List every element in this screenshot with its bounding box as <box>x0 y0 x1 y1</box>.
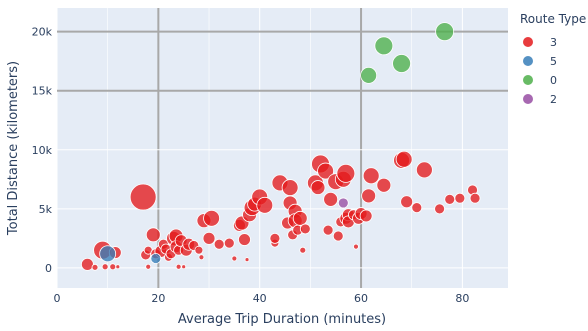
data-point-route-3 <box>310 180 326 195</box>
legend-marker <box>523 37 533 47</box>
x-tick-label: 60 <box>354 292 368 305</box>
x-tick-label: 80 <box>455 292 469 305</box>
data-point-route-3 <box>322 224 334 236</box>
data-point-route-3 <box>411 202 423 214</box>
data-point-route-3 <box>299 223 311 235</box>
data-point-route-3 <box>317 162 334 180</box>
data-point-route-3 <box>181 264 187 270</box>
data-point-route-3 <box>299 246 307 254</box>
data-point-route-3 <box>101 263 109 271</box>
data-point-route-3 <box>269 232 281 244</box>
data-point-route-3 <box>359 209 373 223</box>
y-tick-label: 20k <box>32 26 53 39</box>
data-point-route-5 <box>99 245 117 263</box>
x-tick-label: 20 <box>151 292 165 305</box>
legend-marker <box>523 56 533 66</box>
data-point-route-3 <box>415 161 433 179</box>
data-point-route-3 <box>332 230 344 242</box>
data-point-route-3 <box>91 263 99 271</box>
data-point-route-3 <box>281 179 299 196</box>
data-point-route-3 <box>292 210 308 226</box>
data-point-route-3 <box>336 164 356 183</box>
data-point-route-3 <box>194 245 204 255</box>
data-point-route-2 <box>337 197 349 209</box>
legend-title: Route Type <box>520 12 586 26</box>
grid-lines <box>56 8 508 288</box>
data-point-route-3 <box>198 254 205 261</box>
legend-label: 5 <box>550 55 557 68</box>
y-tick-label: 15k <box>32 85 53 98</box>
legend-marker <box>523 75 533 85</box>
data-point-route-3 <box>145 227 161 243</box>
data-point-route-3 <box>238 233 251 246</box>
data-point-route-0 <box>392 54 411 73</box>
data-point-route-3 <box>231 255 238 262</box>
data-point-route-0 <box>435 22 455 42</box>
data-point-route-3 <box>223 237 235 249</box>
data-point-route-0 <box>374 36 394 56</box>
data-point-route-3 <box>454 192 466 204</box>
data-point-route-3 <box>469 192 481 204</box>
data-point-route-3 <box>129 183 157 211</box>
data-point-route-5 <box>150 253 162 264</box>
data-point-route-0 <box>360 66 378 84</box>
data-point-route-3 <box>213 238 225 250</box>
data-point-route-3 <box>115 264 121 270</box>
data-point-route-3 <box>109 263 117 271</box>
y-tick-labels: 0 5k 10k 15k 20k <box>32 26 53 275</box>
data-point-route-3 <box>145 263 152 270</box>
y-tick-label: 0 <box>45 262 52 275</box>
x-tick-labels: 0 20 40 60 80 <box>54 292 470 305</box>
data-point-route-3 <box>444 193 456 205</box>
data-point-route-3 <box>202 231 216 245</box>
data-point-route-3 <box>376 177 392 193</box>
legend-label: 0 <box>550 74 557 87</box>
legend-label: 3 <box>550 36 557 49</box>
data-point-route-3 <box>395 150 413 168</box>
data-point-route-3 <box>244 257 250 263</box>
y-axis-title: Total Distance (kilometers) <box>6 61 21 236</box>
data-point-route-3 <box>362 167 380 185</box>
legend-marker <box>523 94 533 104</box>
legend-label: 2 <box>550 93 557 106</box>
x-tick-label: 0 <box>54 292 61 305</box>
data-point-route-3 <box>81 257 94 271</box>
legend: Route Type 3 5 0 2 <box>520 12 586 106</box>
x-axis-title: Average Trip Duration (minutes) <box>178 312 386 327</box>
data-points <box>81 22 481 271</box>
plot-background <box>57 8 508 288</box>
data-point-route-3 <box>175 263 182 270</box>
data-point-route-3 <box>400 195 414 209</box>
data-point-route-3 <box>434 203 445 215</box>
data-point-route-3 <box>323 191 339 207</box>
x-tick-label: 40 <box>253 292 267 305</box>
data-point-route-3 <box>256 196 274 214</box>
y-tick-label: 5k <box>39 203 53 216</box>
data-point-route-3 <box>203 209 220 227</box>
y-tick-label: 10k <box>32 144 53 157</box>
data-point-route-3 <box>353 243 359 250</box>
data-point-route-3 <box>361 188 377 204</box>
